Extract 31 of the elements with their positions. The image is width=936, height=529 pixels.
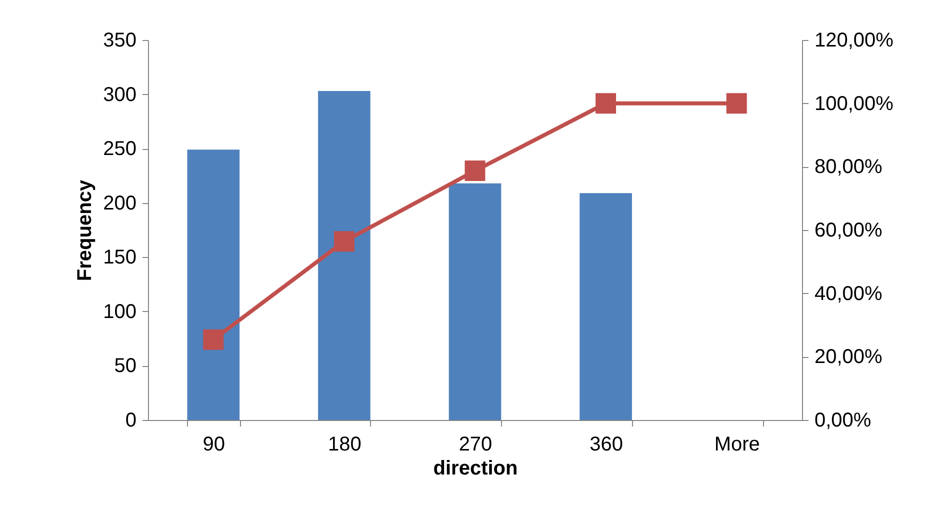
x-tick-label: 360 bbox=[590, 434, 623, 456]
x-tick-label: 90 bbox=[202, 434, 226, 456]
y-tick-label: 250 bbox=[103, 138, 136, 160]
y2-tick-label: 120,00% bbox=[814, 30, 894, 52]
point bbox=[596, 93, 616, 114]
point bbox=[203, 329, 224, 350]
y-tick-label: 150 bbox=[103, 246, 136, 269]
y2-tick-label: 20,00% bbox=[814, 346, 883, 368]
x-tick-label: 270 bbox=[458, 434, 492, 456]
y-tick-label: 0 bbox=[125, 410, 136, 432]
point bbox=[334, 231, 354, 252]
y2-tick-label: 80,00% bbox=[814, 156, 883, 178]
bar bbox=[580, 193, 632, 420]
bar bbox=[448, 183, 502, 420]
y2-tick-label: 60,00% bbox=[814, 220, 883, 242]
x-axis-title: direction bbox=[433, 458, 518, 480]
y-tick-label: 350 bbox=[103, 30, 136, 52]
y2-tick-label: 40,00% bbox=[814, 282, 883, 305]
y2-tick-label: 0,00% bbox=[814, 410, 872, 432]
bar bbox=[187, 150, 240, 420]
y-tick-label: 100 bbox=[103, 300, 136, 323]
bar bbox=[318, 91, 370, 420]
y2-tick-label: 100,00% bbox=[814, 92, 894, 115]
point bbox=[726, 93, 747, 114]
y-tick-label: 200 bbox=[103, 192, 136, 214]
point bbox=[464, 160, 486, 182]
x-tick-label: 180 bbox=[328, 434, 362, 456]
y-axis-title: Frequency bbox=[74, 179, 96, 282]
y-tick-label: 50 bbox=[114, 355, 136, 378]
y-tick-label: 300 bbox=[103, 84, 136, 106]
x-tick-label: More bbox=[714, 434, 760, 456]
